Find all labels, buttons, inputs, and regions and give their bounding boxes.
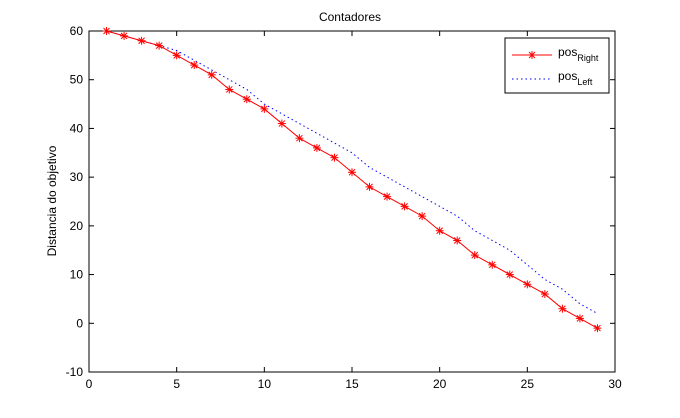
- data-point: [418, 212, 427, 221]
- x-tick-label: 30: [608, 377, 622, 391]
- data-point: [488, 260, 497, 269]
- data-point: [225, 85, 234, 94]
- data-point: [172, 51, 181, 60]
- y-axis: -10 0 10 20 30 40 50 60: [66, 24, 615, 379]
- data-point: [470, 251, 479, 260]
- legend-label: posLeft: [558, 69, 593, 87]
- data-point: [155, 41, 164, 50]
- chart-title: Contadores: [319, 10, 381, 24]
- data-point: [523, 280, 532, 289]
- legend-label: posRight: [558, 45, 599, 63]
- data-point: [190, 61, 199, 70]
- data-point: [505, 270, 514, 279]
- data-point: [593, 324, 602, 333]
- data-point: [260, 104, 269, 113]
- data-point: [365, 182, 374, 191]
- data-point: [453, 236, 462, 245]
- y-tick-label: 20: [70, 219, 84, 233]
- x-tick-label: 0: [86, 377, 93, 391]
- data-point: [330, 153, 339, 162]
- data-point: [400, 202, 409, 211]
- y-tick-label: 10: [70, 268, 84, 282]
- data-point: [383, 192, 392, 201]
- series-right: [102, 27, 602, 333]
- data-point: [312, 143, 321, 152]
- data-point: [558, 304, 567, 313]
- data-point: [348, 168, 356, 177]
- x-axis: 0 5 10 15 20 25 30: [86, 31, 622, 391]
- y-tick-label: 60: [70, 24, 84, 38]
- y-tick-label: 0: [76, 316, 83, 330]
- x-tick-label: 10: [258, 377, 272, 391]
- legend-item-right: posRight: [512, 45, 599, 63]
- data-point: [242, 95, 251, 104]
- y-axis-label: Distancia do objetivo: [45, 145, 59, 256]
- x-tick-label: 15: [345, 377, 359, 391]
- legend-item-left: posLeft: [512, 69, 593, 87]
- y-tick-label: 30: [70, 170, 84, 184]
- data-point: [295, 134, 304, 143]
- y-tick-label: 50: [70, 73, 84, 87]
- legend: posRight posLeft: [504, 37, 610, 94]
- data-point: [137, 36, 146, 45]
- data-point: [277, 119, 286, 128]
- data-point: [102, 27, 111, 35]
- x-tick-label: 5: [173, 377, 180, 391]
- series-layer: [102, 27, 602, 333]
- data-point: [207, 70, 216, 79]
- x-tick-label: 20: [433, 377, 447, 391]
- data-point: [540, 290, 549, 299]
- series-left: [106, 30, 598, 314]
- y-tick-label: 40: [70, 121, 84, 135]
- x-tick-label: 25: [521, 377, 535, 391]
- legend-box: [504, 37, 610, 94]
- data-point: [435, 226, 444, 235]
- data-point: [575, 314, 584, 323]
- series-line-left: [106, 30, 598, 314]
- data-point: [120, 31, 129, 40]
- legend-marker: [528, 51, 536, 59]
- y-tick-label: -10: [66, 365, 84, 379]
